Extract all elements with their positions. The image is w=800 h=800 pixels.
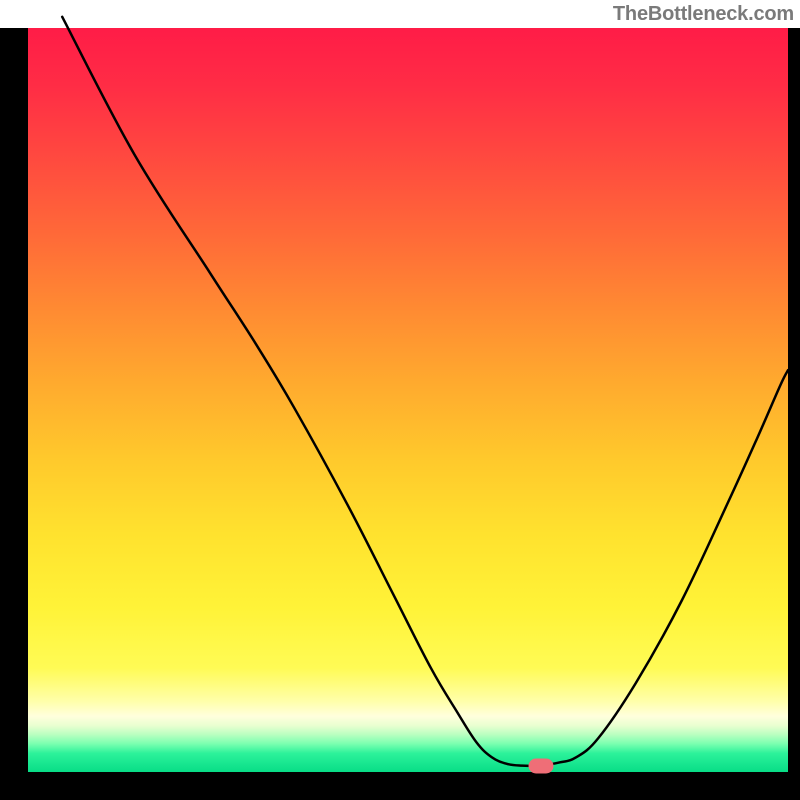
frame-bottom xyxy=(0,772,800,800)
watermark-text: TheBottleneck.com xyxy=(613,3,794,26)
optimum-marker xyxy=(529,759,553,773)
bottleneck-chart xyxy=(0,0,800,800)
frame-left xyxy=(0,28,28,800)
plot-background xyxy=(28,28,788,772)
frame-right xyxy=(788,28,800,800)
